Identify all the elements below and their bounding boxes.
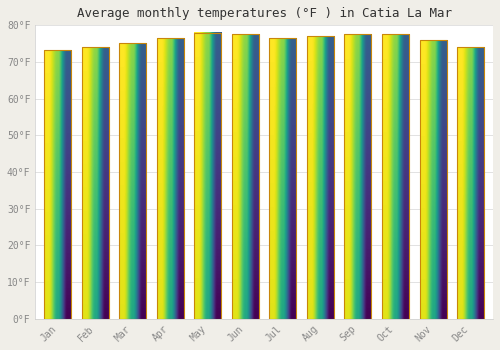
Bar (344, 34, 372, 319)
Bar (82, 47, 109, 318)
Bar (157, 38, 184, 318)
Bar (194, 33, 222, 319)
Bar (120, 43, 146, 318)
Title: Average monthly temperatures (°F ) in Catia La Mar: Average monthly temperatures (°F ) in Ca… (76, 7, 452, 20)
Bar (44, 50, 72, 318)
Bar (270, 38, 296, 318)
Bar (420, 40, 446, 318)
Bar (382, 34, 409, 319)
Bar (307, 36, 334, 318)
Bar (457, 47, 484, 318)
Bar (232, 34, 259, 319)
